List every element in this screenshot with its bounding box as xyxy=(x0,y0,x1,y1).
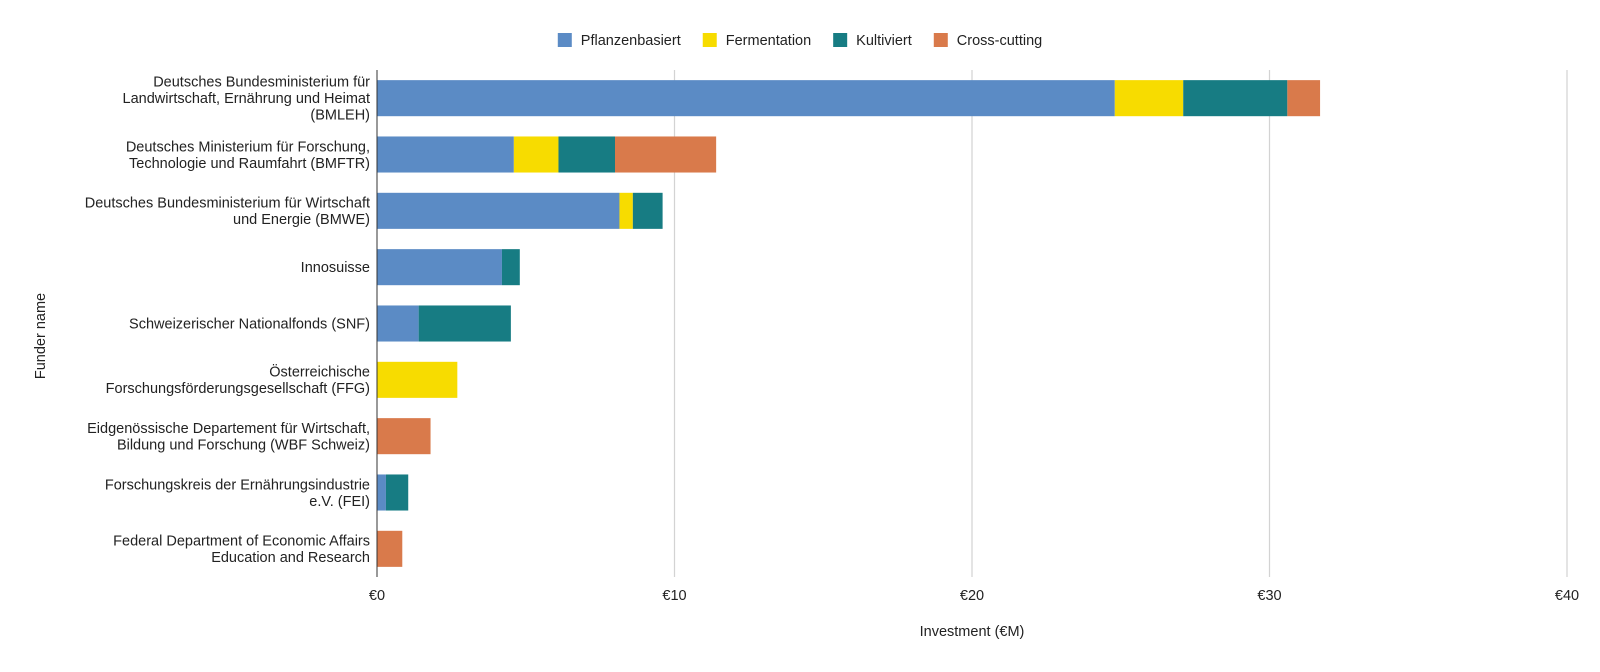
category-label: Eidgenössische Departement für Wirtschaf… xyxy=(87,421,370,454)
category-label: Deutsches Ministerium für Forschung, Tech… xyxy=(126,139,370,172)
legend-swatch xyxy=(933,33,948,47)
category-label: Deutsches Bundesministerium für Landwirts… xyxy=(123,75,371,124)
bar-segment xyxy=(1287,80,1321,117)
bar-segment xyxy=(385,474,409,511)
category-labels: Deutsches Bundesministerium für Landwirts… xyxy=(85,75,370,566)
legend-label: Kultiviert xyxy=(856,33,912,49)
gridlines xyxy=(673,70,1568,577)
bar-segment xyxy=(619,192,633,229)
legend: Pflanzenbasiert Fermentation Kultiviert Cro… xyxy=(557,33,1042,49)
bar-segment xyxy=(377,361,458,398)
x-tick-labels: €0 €10 €20 €30 €40 xyxy=(369,588,1579,604)
bar-segment xyxy=(1183,80,1288,117)
category-label: Schweizerischer Nationalfonds (SNF) xyxy=(129,317,370,333)
legend-swatch xyxy=(702,33,717,47)
x-tick-label: €0 xyxy=(369,588,385,604)
bar-segment xyxy=(1114,80,1184,117)
bar-segment xyxy=(377,136,514,173)
legend-label: Cross-cutting xyxy=(957,33,1042,49)
bar-segment xyxy=(377,418,431,455)
legend-label: Pflanzenbasiert xyxy=(581,33,681,49)
bar-segment xyxy=(558,136,615,173)
bar-segment xyxy=(513,136,559,173)
category-label: Deutsches Bundesministerium für Wirtscha… xyxy=(85,196,370,229)
x-tick-label: €20 xyxy=(960,588,984,604)
category-label: Innosuisse xyxy=(301,260,370,276)
bar-segment xyxy=(377,80,1115,117)
x-tick-label: €40 xyxy=(1555,588,1579,604)
legend-swatch xyxy=(557,33,572,47)
x-tick-label: €30 xyxy=(1257,588,1281,604)
legend-swatch xyxy=(833,33,848,47)
bar-segment xyxy=(418,305,511,342)
bar-segment xyxy=(377,530,403,567)
x-tick-label: €10 xyxy=(662,588,686,604)
bar-segment xyxy=(377,192,620,229)
bar-segment xyxy=(501,249,520,286)
legend-label: Fermentation xyxy=(726,33,811,49)
bar-segment xyxy=(377,474,386,511)
y-axis-title: Funder name xyxy=(33,293,49,379)
bar-segment xyxy=(377,249,502,286)
bar-segment xyxy=(632,192,663,229)
x-axis-title: Investment (€M) xyxy=(920,624,1025,640)
category-label: Federal Department of Economic Affairs Ed… xyxy=(113,534,370,567)
category-label: Forschungskreis der Ernährungsindustrie e… xyxy=(105,477,370,510)
bars xyxy=(377,80,1321,567)
bar-segment xyxy=(377,305,419,342)
category-label: Österreichische Forschungsförderungsgesel… xyxy=(106,363,370,398)
bar-segment xyxy=(615,136,717,173)
